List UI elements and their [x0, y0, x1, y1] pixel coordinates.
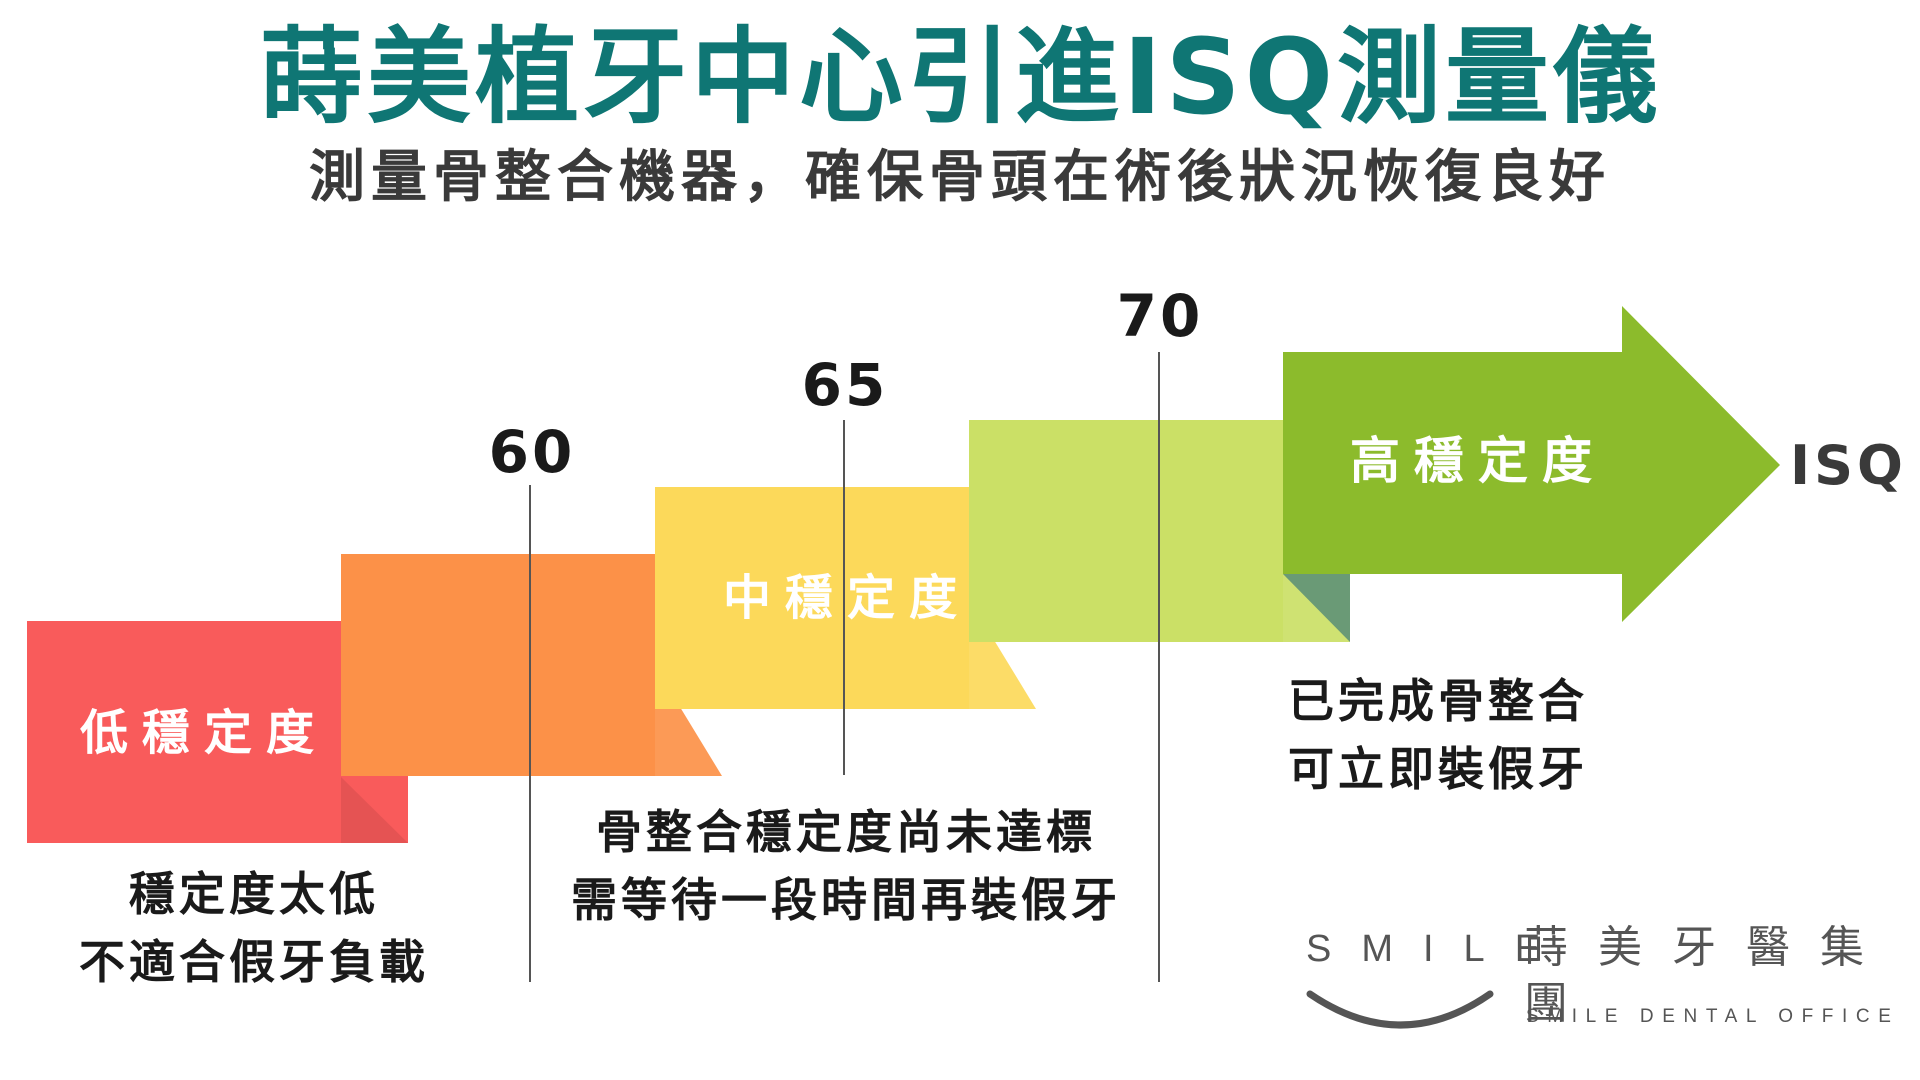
logo-subtitle: SMILE DENTAL OFFICE [1526, 1006, 1900, 1027]
page-subtitle: 測量骨整合機器，確保骨頭在術後狀況恢復良好 [309, 145, 1611, 210]
smile-logo-icon [1306, 990, 1494, 1029]
logo-wordmark: SMILE [1306, 928, 1571, 970]
threshold-label-65: 65 [802, 351, 889, 419]
step-1-block [27, 621, 341, 843]
note-high-line-1: 已完成骨整合 [1288, 674, 1588, 728]
threshold-label-70: 70 [1117, 282, 1204, 350]
step-3-mid [655, 487, 1036, 709]
step-5-high-arrow [1283, 306, 1780, 642]
note-low-line-1: 穩定度太低 [129, 867, 379, 921]
axis-label-isq: ISQ [1790, 434, 1907, 497]
step-2-block [341, 554, 655, 776]
note-mid-line-2: 需等待一段時間再裝假牙 [571, 873, 1121, 927]
step-2 [341, 554, 722, 776]
step-3-block [655, 487, 969, 709]
arrow-shape [1283, 306, 1780, 622]
level-label-mid: 中穩定度 [723, 570, 971, 626]
note-mid-line-1: 骨整合穩定度尚未達標 [596, 805, 1096, 859]
step-4-block [969, 420, 1283, 642]
threshold-label-60: 60 [489, 418, 576, 486]
step-1-fold-shade [341, 777, 408, 843]
logo-chinese-name: 蒔美牙醫集團 [1524, 922, 1894, 1029]
arrow-fold [1283, 574, 1350, 642]
page-title: 蒔美植牙中心引進ISQ測量儀 [258, 16, 1661, 138]
level-label-low: 低穩定度 [80, 705, 328, 761]
note-low-line-2: 不適合假牙負載 [79, 935, 429, 989]
level-label-high: 高穩定度 [1350, 432, 1606, 490]
note-high-line-2: 可立即裝假牙 [1288, 742, 1588, 796]
